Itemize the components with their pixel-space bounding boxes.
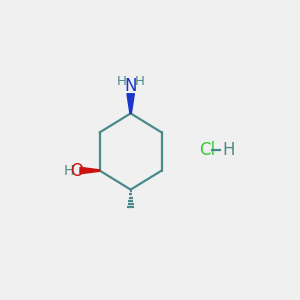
Text: Cl: Cl xyxy=(199,141,215,159)
Text: H: H xyxy=(64,164,74,178)
Text: O: O xyxy=(70,162,83,180)
Polygon shape xyxy=(127,94,134,113)
Text: H: H xyxy=(117,75,127,88)
Text: N: N xyxy=(124,77,137,95)
Text: H: H xyxy=(134,75,144,88)
Text: H: H xyxy=(222,141,234,159)
Polygon shape xyxy=(80,167,100,174)
